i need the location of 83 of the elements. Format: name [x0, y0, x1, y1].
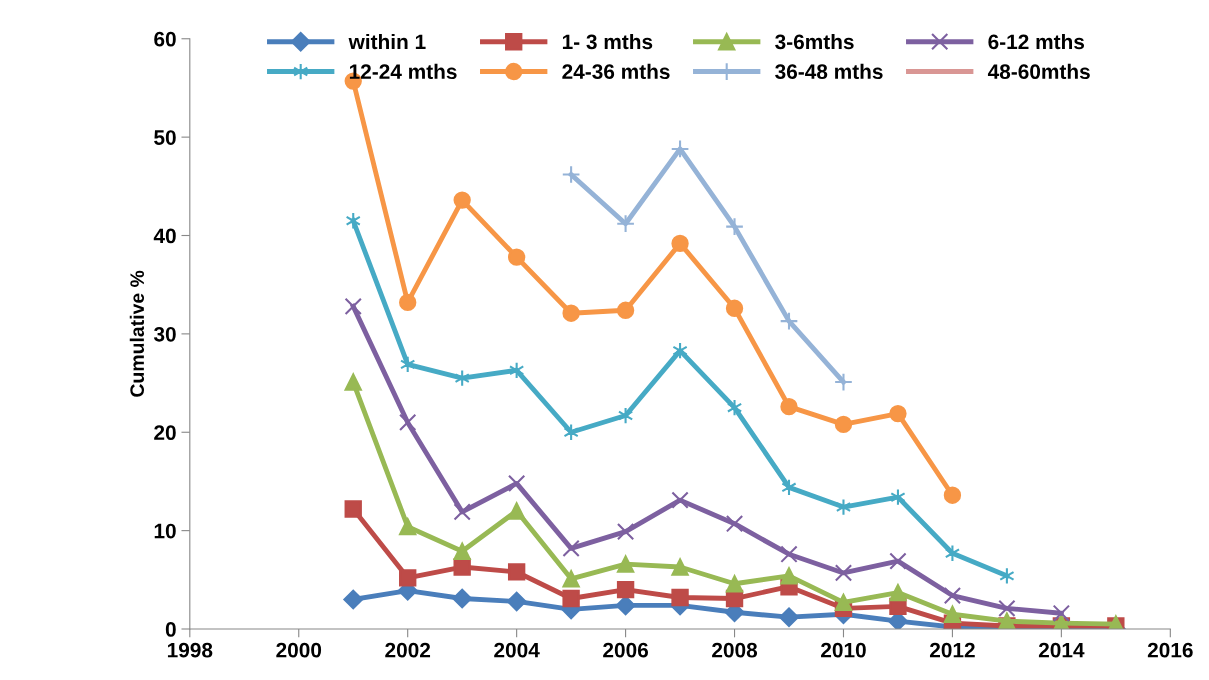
y-axis-title: Cumulative % [129, 270, 145, 397]
y-tick-label: 30 [153, 326, 176, 342]
point [725, 299, 744, 317]
point [725, 575, 744, 593]
point [561, 165, 581, 184]
point [671, 491, 689, 509]
point [780, 398, 798, 416]
legend-label: 1- 3 mths [562, 33, 653, 50]
legend-label: 6-12 mths [988, 33, 1085, 50]
x-tick-label: 2014 [1038, 642, 1085, 658]
x-tick-label: 2008 [712, 642, 758, 658]
point [889, 552, 907, 570]
point [506, 591, 527, 612]
point [725, 217, 744, 237]
point [834, 415, 853, 434]
point [562, 539, 580, 558]
point [670, 139, 690, 159]
legend-label: 48-60mths [987, 63, 1090, 80]
point [615, 595, 636, 616]
x-tick-label: 2012 [929, 642, 975, 658]
point [616, 580, 635, 599]
x-tick-label: 2004 [494, 642, 540, 658]
point [399, 413, 417, 432]
point [726, 398, 743, 417]
point [725, 515, 744, 533]
y-tick-label: 40 [153, 228, 176, 244]
point [779, 311, 799, 331]
x-tick-label: 2002 [385, 642, 431, 658]
point [889, 583, 907, 602]
point [344, 500, 362, 518]
point [507, 563, 526, 581]
x-tick-label: 2016 [1147, 642, 1193, 658]
point [344, 297, 362, 316]
y-tick-label: 0 [165, 622, 176, 637]
point [616, 555, 635, 573]
point [399, 569, 417, 587]
y-tick-label: 20 [154, 425, 176, 441]
point [943, 486, 962, 504]
point [835, 498, 852, 516]
point [562, 304, 580, 322]
point [779, 607, 799, 628]
point [943, 586, 962, 605]
point [452, 588, 473, 609]
point [344, 373, 362, 391]
point [562, 589, 580, 608]
point [616, 301, 635, 319]
point [399, 293, 417, 312]
x-tick-label: 2010 [821, 642, 866, 658]
point [998, 599, 1016, 618]
y-tick-label: 60 [154, 31, 176, 47]
point [453, 191, 471, 209]
legend-label: 12-24 mths [349, 63, 457, 80]
point [834, 593, 853, 612]
legend-label: 3-6mths [775, 33, 854, 50]
point [834, 372, 853, 392]
point [399, 518, 417, 536]
y-tick-label: 10 [154, 523, 176, 539]
legend-label: within 1 [348, 33, 426, 50]
legend-label: 24-36 mths [562, 63, 670, 80]
point [943, 605, 962, 623]
point [616, 522, 635, 541]
x-tick-label: 1998 [167, 642, 213, 658]
point [507, 248, 526, 266]
point [616, 214, 635, 234]
point [453, 558, 471, 576]
point [453, 503, 471, 521]
point [671, 234, 689, 253]
point [671, 558, 689, 576]
point [780, 545, 798, 563]
x-tick-label: 2006 [603, 642, 649, 658]
point [1052, 604, 1071, 622]
point [453, 542, 471, 560]
point [780, 567, 798, 585]
point [671, 588, 689, 607]
point [834, 564, 853, 582]
point [889, 404, 907, 423]
x-tick-label: 2000 [276, 642, 322, 658]
point [507, 474, 526, 493]
point [562, 570, 580, 588]
point [507, 502, 526, 520]
y-tick-label: 50 [154, 130, 176, 145]
legend-label: 36-48 mths [775, 63, 883, 80]
point [343, 589, 364, 610]
